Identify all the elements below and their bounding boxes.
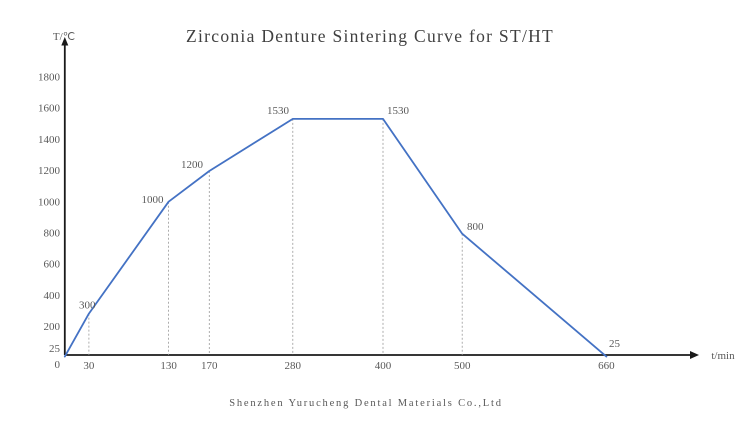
svg-text:1400: 1400 <box>38 134 61 146</box>
svg-text:800: 800 <box>467 221 484 233</box>
svg-text:1200: 1200 <box>181 159 204 171</box>
svg-text:1530: 1530 <box>387 105 410 117</box>
svg-text:400: 400 <box>375 360 392 372</box>
svg-text:1530: 1530 <box>267 105 290 117</box>
svg-text:0: 0 <box>55 359 61 371</box>
svg-text:280: 280 <box>285 360 302 372</box>
svg-text:1200: 1200 <box>38 165 61 177</box>
svg-text:500: 500 <box>454 360 471 372</box>
svg-text:25: 25 <box>49 343 61 355</box>
svg-text:660: 660 <box>598 360 615 372</box>
svg-text:200: 200 <box>44 321 61 333</box>
svg-text:1800: 1800 <box>38 72 61 84</box>
svg-text:1000: 1000 <box>38 196 61 208</box>
svg-text:1600: 1600 <box>38 103 61 115</box>
svg-text:400: 400 <box>44 290 61 302</box>
svg-text:170: 170 <box>201 360 218 372</box>
svg-text:Zirconia Denture Sintering Cur: Zirconia Denture Sintering Curve for ST/… <box>186 26 554 46</box>
svg-text:300: 300 <box>79 300 96 312</box>
svg-text:T/℃: T/℃ <box>53 31 75 43</box>
svg-text:Shenzhen Yurucheng Dental Mate: Shenzhen Yurucheng Dental Materials Co.,… <box>229 398 503 409</box>
svg-text:600: 600 <box>44 259 61 271</box>
svg-text:1000: 1000 <box>142 194 165 206</box>
svg-text:t/min: t/min <box>711 350 735 362</box>
svg-text:130: 130 <box>160 360 177 372</box>
svg-text:30: 30 <box>83 360 95 372</box>
svg-text:25: 25 <box>609 338 621 350</box>
svg-text:800: 800 <box>44 228 61 240</box>
